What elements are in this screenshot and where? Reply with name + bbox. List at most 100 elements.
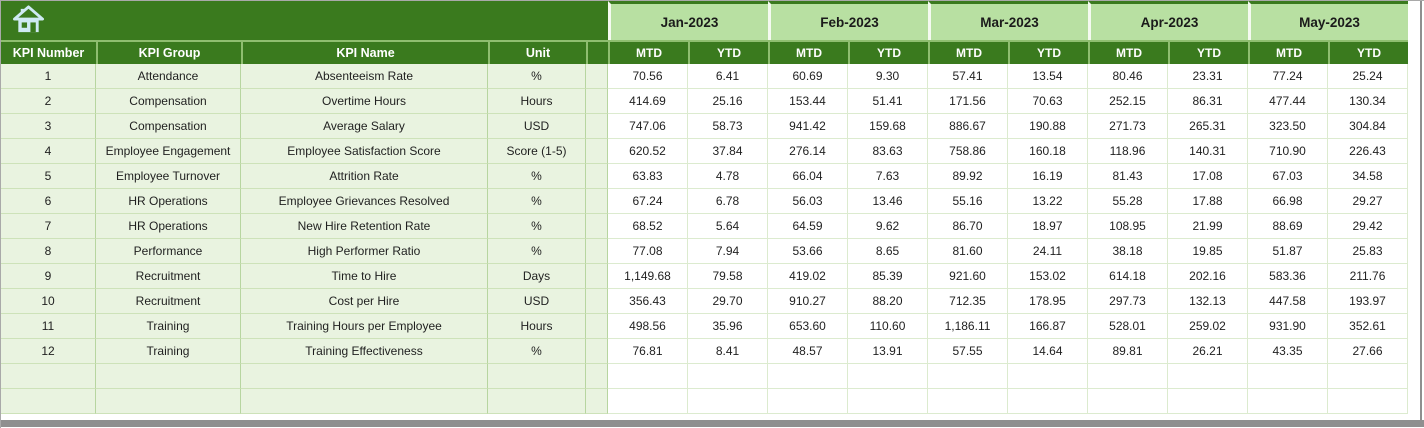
cell-kpi-number[interactable]: 10 [1,289,96,314]
cell-value[interactable]: 13.91 [848,339,928,364]
cell-value[interactable]: 132.13 [1168,289,1248,314]
cell-value[interactable]: 77.24 [1248,64,1328,89]
cell-value[interactable]: 35.96 [688,314,768,339]
empty-cell[interactable] [1168,389,1248,414]
empty-cell[interactable] [1168,364,1248,389]
empty-left-cell[interactable] [96,364,241,389]
empty-cell[interactable] [608,364,688,389]
cell-value[interactable]: 758.86 [928,139,1008,164]
cell-value[interactable]: 43.35 [1248,339,1328,364]
cell-value[interactable]: 81.60 [928,239,1008,264]
empty-left-cell[interactable] [241,389,488,414]
cell-kpi-name[interactable]: Employee Grievances Resolved [241,189,488,214]
empty-left-cell[interactable] [1,364,96,389]
cell-value[interactable]: 70.63 [1008,89,1088,114]
cell-kpi-name[interactable]: Attrition Rate [241,164,488,189]
cell-value[interactable]: 276.14 [768,139,848,164]
cell-value[interactable]: 477.44 [1248,89,1328,114]
cell-value[interactable]: 13.22 [1008,189,1088,214]
cell-value[interactable]: 710.90 [1248,139,1328,164]
empty-cell[interactable] [1328,389,1408,414]
cell-value[interactable]: 190.88 [1008,114,1088,139]
cell-kpi-group[interactable]: Training [96,314,241,339]
empty-cell[interactable] [848,364,928,389]
cell-value[interactable]: 89.81 [1088,339,1168,364]
cell-kpi-name[interactable]: High Performer Ratio [241,239,488,264]
cell-unit[interactable]: Hours [488,314,586,339]
cell-kpi-number[interactable]: 4 [1,139,96,164]
cell-value[interactable]: 583.36 [1248,264,1328,289]
cell-value[interactable]: 419.02 [768,264,848,289]
cell-value[interactable]: 712.35 [928,289,1008,314]
cell-unit[interactable]: % [488,214,586,239]
cell-value[interactable]: 160.18 [1008,139,1088,164]
cell-kpi-name[interactable]: Training Hours per Employee [241,314,488,339]
cell-value[interactable]: 56.03 [768,189,848,214]
cell-value[interactable]: 498.56 [608,314,688,339]
empty-cell[interactable] [1008,389,1088,414]
cell-value[interactable]: 55.28 [1088,189,1168,214]
cell-value[interactable]: 153.44 [768,89,848,114]
cell-kpi-number[interactable]: 1 [1,64,96,89]
cell-value[interactable]: 29.70 [688,289,768,314]
cell-value[interactable]: 414.69 [608,89,688,114]
cell-value[interactable]: 79.58 [688,264,768,289]
empty-left-cell[interactable] [96,389,241,414]
cell-kpi-number[interactable]: 12 [1,339,96,364]
cell-value[interactable]: 48.57 [768,339,848,364]
cell-value[interactable]: 38.18 [1088,239,1168,264]
cell-value[interactable]: 77.08 [608,239,688,264]
cell-unit[interactable]: Hours [488,89,586,114]
cell-value[interactable]: 18.97 [1008,214,1088,239]
cell-value[interactable]: 67.03 [1248,164,1328,189]
empty-left-cell[interactable] [488,364,586,389]
cell-kpi-group[interactable]: Recruitment [96,264,241,289]
cell-value[interactable]: 4.78 [688,164,768,189]
cell-value[interactable]: 9.62 [848,214,928,239]
home-button[interactable] [10,4,46,38]
cell-value[interactable]: 8.65 [848,239,928,264]
cell-value[interactable]: 910.27 [768,289,848,314]
cell-value[interactable]: 304.84 [1328,114,1408,139]
cell-kpi-name[interactable]: Time to Hire [241,264,488,289]
cell-value[interactable]: 6.78 [688,189,768,214]
cell-kpi-name[interactable]: Average Salary [241,114,488,139]
cell-value[interactable]: 17.88 [1168,189,1248,214]
cell-value[interactable]: 193.97 [1328,289,1408,314]
cell-value[interactable]: 83.63 [848,139,928,164]
cell-kpi-number[interactable]: 8 [1,239,96,264]
cell-value[interactable]: 14.64 [1008,339,1088,364]
cell-value[interactable]: 24.11 [1008,239,1088,264]
cell-value[interactable]: 58.73 [688,114,768,139]
empty-left-cell[interactable] [1,389,96,414]
cell-value[interactable]: 29.42 [1328,214,1408,239]
cell-kpi-name[interactable]: New Hire Retention Rate [241,214,488,239]
cell-value[interactable]: 614.18 [1088,264,1168,289]
cell-value[interactable]: 140.31 [1168,139,1248,164]
cell-kpi-group[interactable]: HR Operations [96,189,241,214]
cell-value[interactable]: 34.58 [1328,164,1408,189]
cell-unit[interactable]: Days [488,264,586,289]
cell-kpi-number[interactable]: 9 [1,264,96,289]
cell-value[interactable]: 178.95 [1008,289,1088,314]
cell-value[interactable]: 68.52 [608,214,688,239]
cell-value[interactable]: 271.73 [1088,114,1168,139]
empty-left-cell[interactable] [241,364,488,389]
cell-value[interactable]: 202.16 [1168,264,1248,289]
cell-value[interactable]: 16.19 [1008,164,1088,189]
cell-unit[interactable]: USD [488,289,586,314]
cell-value[interactable]: 1,186.11 [928,314,1008,339]
empty-cell[interactable] [848,389,928,414]
cell-kpi-number[interactable]: 2 [1,89,96,114]
cell-kpi-group[interactable]: Training [96,339,241,364]
cell-kpi-name[interactable]: Employee Satisfaction Score [241,139,488,164]
cell-value[interactable]: 7.63 [848,164,928,189]
cell-value[interactable]: 153.02 [1008,264,1088,289]
cell-unit[interactable]: Score (1-5) [488,139,586,164]
cell-value[interactable]: 25.24 [1328,64,1408,89]
cell-value[interactable]: 76.81 [608,339,688,364]
cell-value[interactable]: 130.34 [1328,89,1408,114]
cell-value[interactable]: 9.30 [848,64,928,89]
cell-value[interactable]: 323.50 [1248,114,1328,139]
cell-value[interactable]: 89.92 [928,164,1008,189]
